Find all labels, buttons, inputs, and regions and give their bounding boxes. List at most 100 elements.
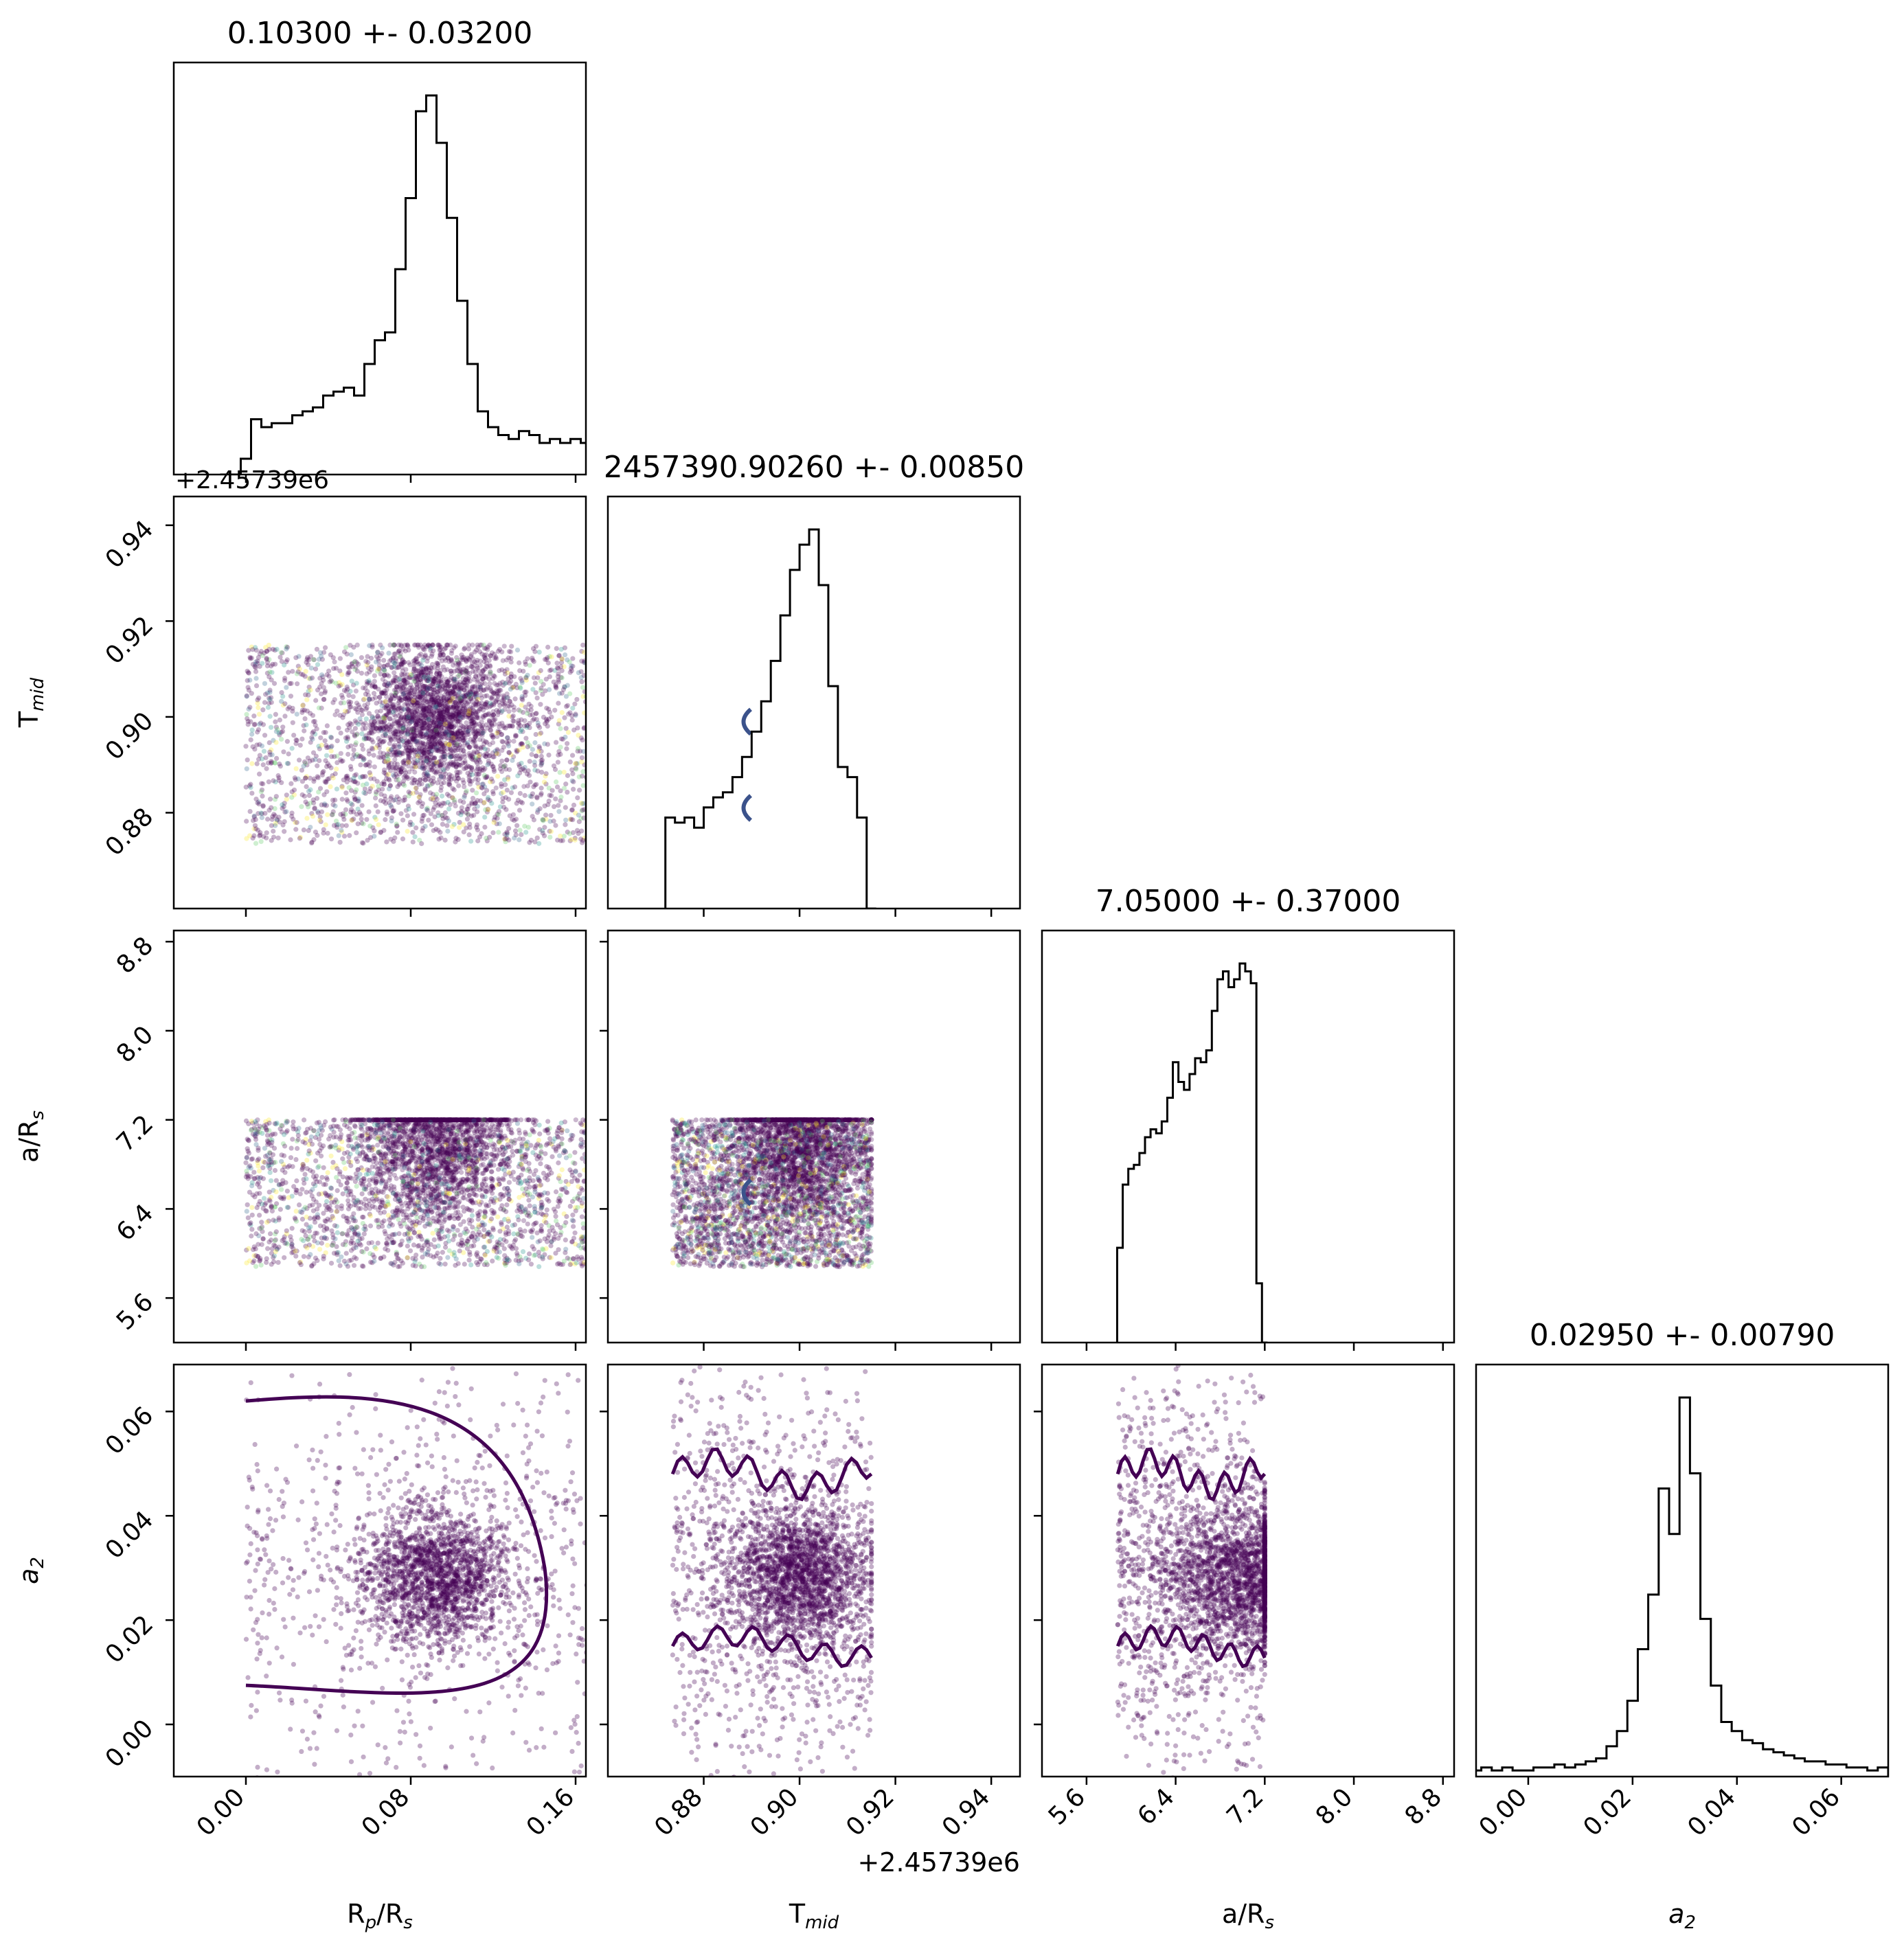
scatter-point <box>464 764 469 771</box>
scatter-point <box>639 747 644 752</box>
scatter-point <box>399 714 405 720</box>
scatter-point <box>414 685 420 691</box>
scatter-point <box>504 757 510 763</box>
scatter-point <box>444 667 450 672</box>
scatter-point <box>415 738 420 744</box>
scatter-point <box>558 646 564 652</box>
scatter-point <box>398 661 405 667</box>
scatter-point <box>467 678 473 684</box>
scatter-point <box>624 761 628 766</box>
scatter-point <box>461 738 466 743</box>
scatter-point <box>558 744 563 750</box>
scatter-point <box>657 779 661 784</box>
scatter-point <box>463 691 468 696</box>
scatter-point <box>310 730 315 735</box>
scatter-point <box>512 835 517 841</box>
scatter-point <box>421 766 427 771</box>
scatter-point <box>707 778 712 783</box>
scatter-point <box>427 643 432 649</box>
scatter-point <box>633 832 638 836</box>
scatter-point <box>445 799 451 806</box>
scatter-point <box>435 663 441 668</box>
scatter-point <box>383 801 389 806</box>
scatter-point <box>411 715 417 720</box>
scatter-point <box>387 709 392 715</box>
scatter-point <box>650 681 655 685</box>
scatter-point <box>433 699 440 705</box>
scatter-point <box>451 689 456 694</box>
scatter-point <box>694 662 699 667</box>
scatter-point <box>444 726 451 731</box>
scatter-point <box>433 771 439 776</box>
scatter-point <box>454 778 460 784</box>
scatter-point <box>468 737 473 742</box>
scatter-point <box>512 818 517 823</box>
scatter-point <box>422 786 428 792</box>
scatter-point <box>434 725 440 730</box>
scatter-point <box>538 730 544 735</box>
scatter-point <box>417 777 422 783</box>
scatter-point <box>380 786 385 792</box>
scatter-point <box>427 708 433 714</box>
scatter-point <box>638 663 643 668</box>
scatter-point <box>371 753 376 758</box>
scatter-point <box>464 729 470 735</box>
scatter-point <box>471 703 476 708</box>
scatter-point <box>432 705 438 710</box>
scatter-point <box>367 722 372 728</box>
scatter-point <box>602 834 607 839</box>
scatter-point <box>723 687 727 692</box>
scatter-point <box>469 766 475 773</box>
scatter-point <box>447 754 453 760</box>
scatter-point <box>718 643 723 648</box>
scatter-point <box>437 643 442 648</box>
scatter-point <box>451 797 457 803</box>
scatter-point <box>456 689 462 695</box>
scatter-point <box>686 661 691 665</box>
scatter-point <box>383 713 389 718</box>
scatter-point <box>438 764 443 770</box>
scatter-point <box>473 689 479 694</box>
scatter-point <box>418 689 424 694</box>
scatter-point <box>446 697 451 703</box>
scatter-point <box>559 710 565 716</box>
scatter-point <box>576 774 582 779</box>
scatter-point <box>468 718 474 724</box>
scatter-point <box>409 747 415 753</box>
scatter-point <box>508 649 514 654</box>
scatter-point <box>675 650 680 654</box>
scatter-point <box>503 782 508 788</box>
scatter-point <box>463 810 468 815</box>
scatter-point <box>438 698 444 704</box>
scatter-point <box>437 703 442 708</box>
scatter-point <box>483 701 488 707</box>
scatter-point <box>416 679 421 685</box>
scatter-point <box>424 678 430 683</box>
scatter-point <box>410 736 416 742</box>
scatter-point <box>438 738 444 743</box>
scatter-point <box>431 678 436 683</box>
scatter-point <box>412 676 418 681</box>
scatter-point <box>448 751 453 756</box>
scatter-point <box>495 712 501 718</box>
scatter-point <box>450 753 455 759</box>
scatter-point <box>449 716 455 722</box>
scatter-point <box>460 709 466 714</box>
scatter-point <box>413 678 418 684</box>
scatter-point <box>451 663 456 668</box>
scatter-point <box>666 681 671 686</box>
scatter-point <box>282 676 288 681</box>
scatter-point <box>405 714 411 720</box>
scatter-point <box>359 774 365 779</box>
scatter-point <box>408 729 413 735</box>
scatter-point <box>340 715 345 720</box>
scatter-point <box>715 703 720 708</box>
scatter-point <box>424 750 429 755</box>
scatter-point <box>392 761 398 766</box>
scatter-point <box>361 755 366 761</box>
scatter-point <box>273 794 279 799</box>
scatter-point <box>472 743 477 749</box>
scatter-point <box>457 665 462 672</box>
scatter-point <box>381 755 387 760</box>
scatter-point <box>478 746 484 751</box>
